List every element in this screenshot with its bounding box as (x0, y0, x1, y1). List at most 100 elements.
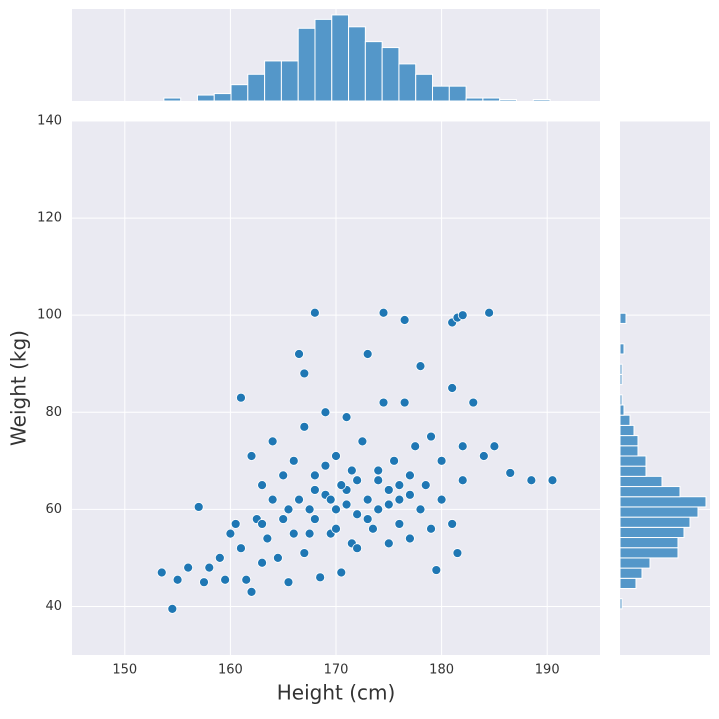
histogram-bar (264, 60, 282, 102)
scatter-point (426, 431, 436, 442)
scatter-point (405, 489, 415, 500)
scatter-point (294, 349, 304, 359)
histogram-bar (398, 63, 417, 102)
x-tick-label: 170 (324, 663, 349, 678)
scatter-point (394, 519, 405, 529)
scatter-point (246, 586, 257, 597)
scatter-point (436, 494, 447, 505)
scatter-point (309, 485, 320, 495)
histogram-bar (619, 312, 627, 324)
scatter-point (225, 528, 236, 539)
y-tick-label: 140 (37, 114, 62, 129)
scatter-point (383, 499, 394, 510)
scatter-point (484, 307, 495, 318)
scatter-point (383, 538, 394, 549)
scatter-point (436, 455, 447, 466)
histogram-bar (619, 598, 623, 610)
histogram-bar (230, 84, 249, 102)
scatter-point (294, 494, 304, 505)
scatter-point (383, 485, 394, 495)
histogram-bar (381, 47, 400, 102)
scatter-point (426, 523, 436, 534)
scatter-point (399, 397, 410, 408)
scatter-point (362, 349, 373, 359)
scatter-point (336, 567, 347, 578)
scatter-point (304, 528, 315, 539)
scatter-point (478, 451, 489, 461)
scatter-point (457, 475, 468, 486)
scatter-point (309, 514, 320, 524)
scatter-point (183, 562, 194, 573)
scatter-point (389, 455, 399, 466)
histogram-bar (364, 41, 383, 102)
y-axis-label: Weight (kg) (7, 330, 31, 446)
histogram-bar (415, 73, 434, 102)
scatter-point (447, 383, 458, 393)
histogram-bar (448, 85, 467, 102)
scatter-point (331, 523, 341, 534)
histogram-bar (314, 18, 333, 102)
scatter-point (172, 574, 183, 585)
scatter-point (357, 436, 368, 447)
histogram-bar (619, 567, 643, 579)
scatter-point (262, 533, 273, 544)
scatter-point (447, 519, 458, 529)
scatter-point (325, 494, 336, 505)
scatter-point (273, 553, 283, 563)
scatter-point (230, 519, 241, 529)
histogram-bar (465, 97, 484, 102)
histogram-bar (619, 475, 663, 488)
scatter-point (315, 572, 326, 583)
scatter-point (236, 543, 246, 554)
histogram-bar (619, 516, 691, 528)
scatter-point (283, 504, 294, 515)
scatter-point (341, 412, 352, 423)
scatter-point (352, 509, 363, 520)
x-tick-label: 160 (218, 663, 243, 678)
scatter-point (246, 451, 257, 461)
histogram-bar (619, 343, 625, 355)
scatter-point (420, 480, 431, 490)
histogram-bar (619, 445, 639, 457)
scatter-point (309, 307, 320, 318)
scatter-point (352, 543, 363, 554)
y-tick-label: 120 (37, 211, 62, 226)
scatter-point (394, 480, 405, 490)
scatter-point (257, 480, 267, 490)
histogram-bar (619, 547, 679, 559)
scatter-point (167, 603, 178, 614)
histogram-bar (619, 414, 631, 426)
scatter-point (373, 504, 384, 515)
scatter-point (299, 368, 310, 379)
histogram-bar (331, 14, 350, 102)
histogram-bar (619, 465, 647, 477)
scatter-point (526, 475, 537, 486)
scatter-point (331, 451, 341, 461)
scatter-point (373, 475, 384, 486)
histogram-bar (297, 27, 316, 102)
histogram-bar (619, 486, 681, 498)
scatter-point (399, 315, 410, 325)
x-tick-label: 190 (535, 663, 560, 678)
histogram-bar (619, 424, 635, 437)
scatter-point (204, 562, 215, 573)
scatter-point (457, 441, 468, 452)
scatter-point (257, 519, 267, 529)
scatter-point (410, 441, 421, 452)
scatter-point (457, 310, 468, 321)
scatter-point (415, 504, 426, 515)
histogram-bar (619, 557, 651, 569)
histogram-bar (499, 99, 517, 102)
scatter-point (362, 494, 373, 505)
histogram-bar (619, 526, 685, 539)
histogram-bar (619, 537, 679, 549)
scatter-point (431, 565, 442, 575)
scatter-point (489, 441, 500, 452)
x-tick-label: 180 (429, 663, 454, 678)
scatter-point (267, 436, 278, 447)
scatter-point (415, 361, 426, 372)
scatter-point (299, 548, 310, 558)
scatter-point (236, 392, 246, 403)
scatter-point (220, 574, 231, 585)
